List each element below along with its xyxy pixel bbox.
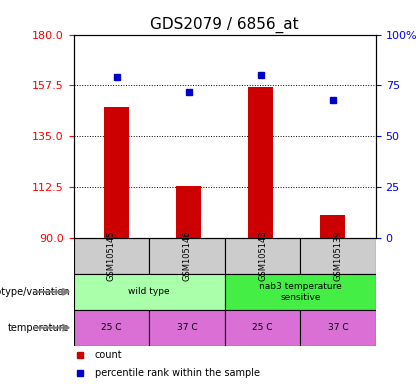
Bar: [248, 86, 273, 238]
Text: GSM105146: GSM105146: [182, 231, 192, 281]
Text: GSM105139: GSM105139: [333, 231, 343, 281]
Bar: [320, 215, 345, 238]
Bar: [225, 238, 300, 274]
Text: count: count: [94, 350, 122, 360]
Text: percentile rank within the sample: percentile rank within the sample: [94, 367, 260, 377]
Title: GDS2079 / 6856_at: GDS2079 / 6856_at: [150, 17, 299, 33]
Text: genotype/variation: genotype/variation: [0, 287, 70, 297]
Text: wild type: wild type: [128, 287, 170, 296]
Bar: [225, 274, 376, 310]
Bar: [176, 186, 201, 238]
Bar: [225, 310, 300, 346]
Bar: [149, 238, 225, 274]
Text: 25 C: 25 C: [252, 323, 273, 332]
Text: GSM105143: GSM105143: [258, 231, 267, 281]
Bar: [300, 238, 376, 274]
Bar: [74, 310, 149, 346]
Text: GSM105145: GSM105145: [107, 231, 116, 281]
Text: nab3 temperature
sensitive: nab3 temperature sensitive: [259, 282, 342, 301]
Bar: [74, 238, 149, 274]
Text: 37 C: 37 C: [328, 323, 349, 332]
Bar: [300, 310, 376, 346]
Text: 37 C: 37 C: [176, 323, 197, 332]
Text: temperature: temperature: [8, 323, 70, 333]
Text: 25 C: 25 C: [101, 323, 121, 332]
Bar: [104, 107, 129, 238]
Bar: [74, 274, 225, 310]
Bar: [149, 310, 225, 346]
